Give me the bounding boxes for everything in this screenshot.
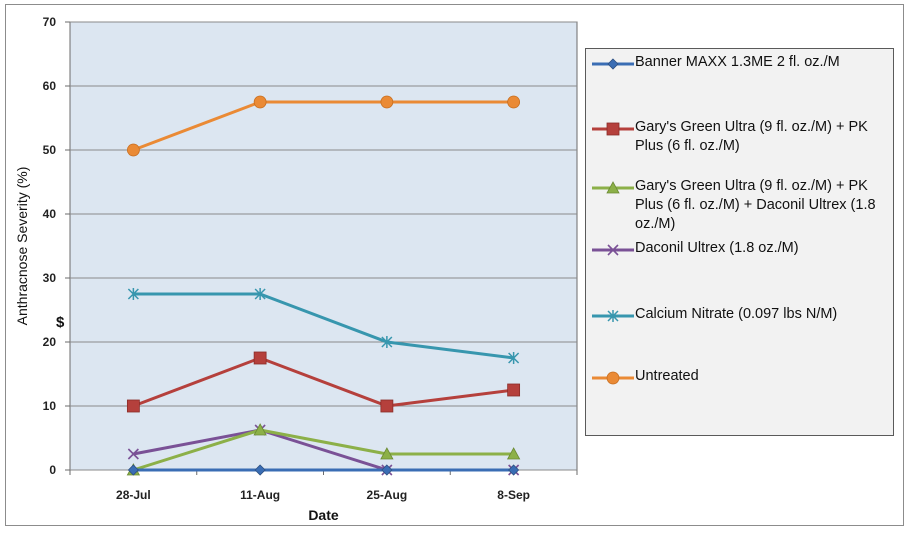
series (126, 351, 521, 413)
legend-label: Banner MAXX 1.3ME 2 fl. oz./M (635, 54, 840, 70)
series-line (132, 356, 514, 408)
legend-label: Untreated (635, 368, 699, 384)
series-line (133, 292, 514, 360)
data-point (607, 58, 619, 70)
series (126, 95, 521, 157)
legend-swatch (592, 371, 634, 385)
legend-swatch (592, 244, 634, 256)
legend: Banner MAXX 1.3ME 2 fl. oz./M Gary's Gree… (585, 48, 894, 436)
y-tick-label: 50 (43, 143, 57, 157)
data-point (126, 399, 140, 413)
y-tick-label: 40 (43, 207, 57, 221)
series-line (132, 428, 514, 472)
data-point (127, 464, 139, 476)
legend-swatch (592, 181, 634, 194)
series (127, 288, 520, 364)
legend-swatch (592, 58, 634, 70)
data-point (607, 244, 619, 256)
y-tick-label: 70 (43, 15, 57, 29)
data-point (507, 383, 521, 397)
legend-swatch (592, 122, 634, 136)
data-point (254, 464, 266, 476)
data-point (606, 371, 620, 385)
x-axis-title: Date (308, 507, 339, 523)
legend-label: Calcium Nitrate (0.097 lbs N/M) (635, 306, 838, 322)
data-point (253, 351, 267, 365)
legend-label: Gary's Green Ultra (9 fl. oz./M) + PK Pl… (635, 119, 868, 154)
data-point (254, 288, 266, 300)
x-tick-label: 8-Sep (497, 488, 530, 502)
x-tick-label: 25-Aug (367, 488, 408, 502)
data-point (380, 447, 394, 460)
y-tick-label: 0 (49, 463, 56, 477)
data-point (506, 447, 521, 460)
data-point (508, 352, 520, 364)
data-point (127, 448, 139, 460)
x-tick-label: 11-Aug (240, 488, 280, 502)
y-tick-label: 30 (43, 271, 57, 285)
data-point (253, 423, 267, 436)
data-point (508, 464, 520, 476)
data-point (381, 464, 393, 476)
data-point (380, 399, 394, 413)
y-tick-label: 60 (43, 79, 57, 93)
data-point (607, 310, 619, 322)
data-point (606, 122, 620, 136)
y-axis-title: Anthracnose Severity (%) (14, 167, 30, 326)
y-tick-label: 10 (43, 399, 57, 413)
series (127, 464, 520, 476)
annotation-dollar: $ (56, 314, 65, 331)
plot-area (69, 21, 578, 471)
legend-label: Gary's Green Ultra (9 fl. oz./M) + PK Pl… (635, 178, 876, 232)
y-axis-ticks: 0 10 20 30 40 50 60 70 (43, 15, 70, 477)
data-point (253, 95, 267, 109)
legend-swatch (592, 310, 634, 322)
legend-label: Daconil Ultrex (1.8 oz./M) (635, 240, 799, 256)
data-point (126, 143, 140, 157)
data-point (127, 288, 139, 300)
data-point (606, 181, 620, 194)
data-point (381, 336, 393, 348)
data-point (507, 95, 521, 109)
series-line (132, 100, 514, 152)
series-layer (126, 95, 521, 476)
gridlines (70, 21, 577, 471)
x-tick-label: 28-Jul (116, 488, 151, 502)
x-axis-ticks: 28-Jul 11-Aug 25-Aug 8-Sep (69, 470, 578, 502)
y-tick-label: 20 (43, 335, 57, 349)
data-point (380, 95, 394, 109)
